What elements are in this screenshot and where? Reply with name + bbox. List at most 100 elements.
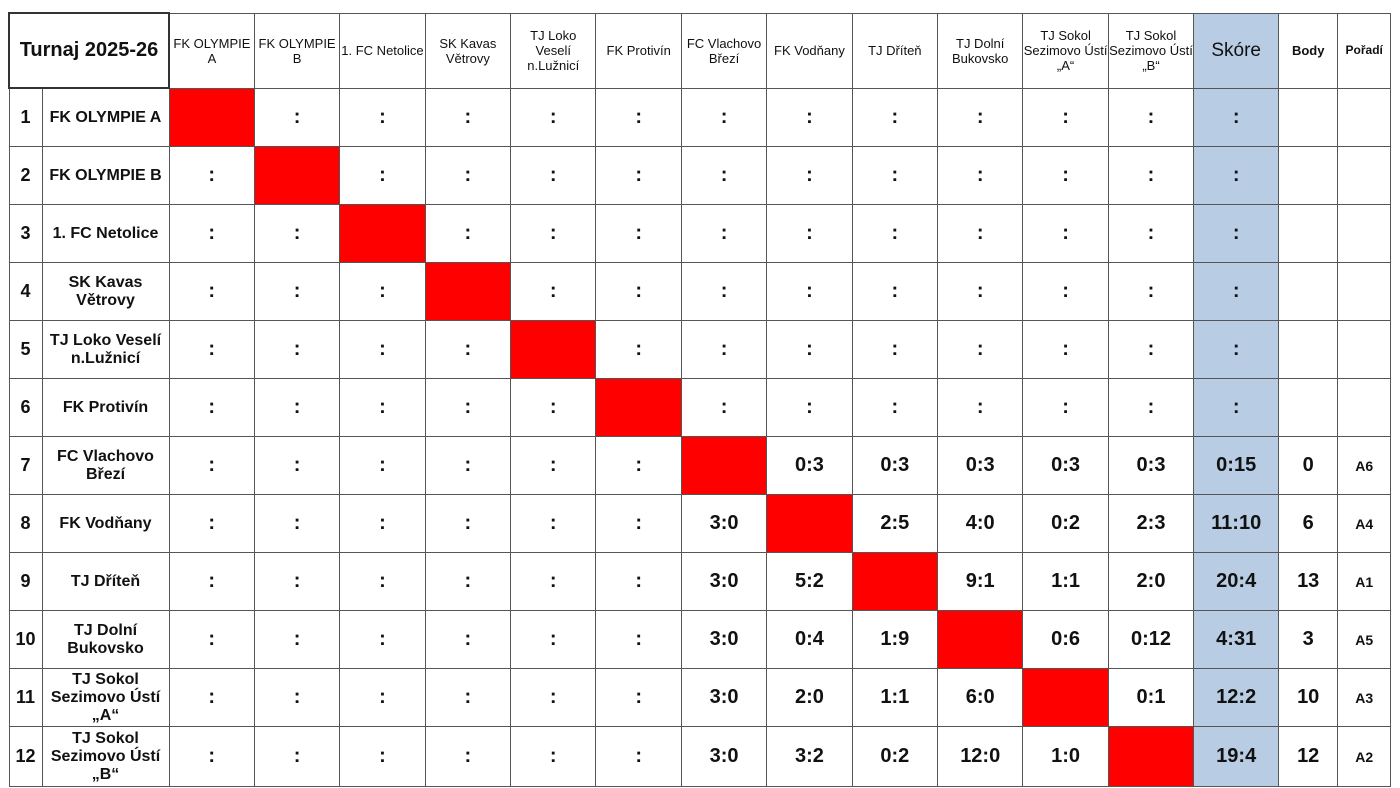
poradi-cell: A2 — [1337, 726, 1392, 787]
table-row: 3 1. FC Netolice:::::::::::: — [8, 204, 1392, 263]
result-cell: : — [937, 204, 1024, 263]
table-row: 10 TJ Dolní Bukovsko::::::3:0 0:4 1:9 0:6 0:1… — [8, 610, 1392, 669]
skore-cell: : — [1193, 320, 1280, 379]
table-row: 1 FK OLYMPIE A:::::::::::: — [8, 87, 1392, 147]
result-cell: : — [168, 204, 255, 263]
table-row: 7 FC Vlachovo Březí::::::0:3 0:3 0:3 0:3 0:3 0… — [8, 436, 1392, 495]
result-cell: : — [680, 204, 768, 263]
team-name: FK OLYMPIE B — [41, 146, 170, 205]
result-cell: 1:9 — [851, 610, 939, 669]
result-cell: : — [339, 262, 426, 321]
result-cell: : — [424, 378, 512, 437]
result-cell: : — [253, 204, 341, 263]
result-cell: : — [595, 552, 682, 611]
result-cell: : — [510, 378, 597, 437]
self-match-cell — [851, 552, 939, 611]
result-cell: : — [595, 87, 682, 147]
result-cell: 3:0 — [680, 494, 768, 553]
row-number: 1 — [8, 87, 43, 147]
result-cell: : — [595, 436, 682, 495]
result-cell: 4:0 — [937, 494, 1024, 553]
result-cell: : — [1022, 146, 1109, 205]
poradi-cell — [1337, 378, 1392, 437]
result-cell: : — [168, 146, 255, 205]
skore-cell: 12:2 — [1193, 668, 1280, 727]
self-match-cell — [168, 87, 255, 147]
result-cell: : — [595, 668, 682, 727]
result-cell: : — [424, 87, 512, 147]
result-cell: : — [1022, 204, 1109, 263]
self-match-cell — [595, 378, 682, 437]
body-cell — [1278, 320, 1339, 379]
self-match-cell — [1107, 726, 1195, 787]
result-cell: : — [766, 262, 853, 321]
result-cell: 3:0 — [680, 552, 768, 611]
team-name: 1. FC Netolice — [41, 204, 170, 263]
result-cell: 0:12 — [1107, 610, 1195, 669]
result-cell: 2:0 — [1107, 552, 1195, 611]
result-cell: : — [851, 320, 939, 379]
result-cell: : — [766, 320, 853, 379]
result-cell: : — [510, 436, 597, 495]
result-cell: : — [253, 378, 341, 437]
result-cell: : — [1107, 378, 1195, 437]
poradi-header: Pořadí — [1337, 12, 1392, 89]
poradi-cell: A1 — [1337, 552, 1392, 611]
result-cell: : — [680, 146, 768, 205]
team-name: TJ Sokol Sezimovo Ústí „A“ — [41, 668, 170, 727]
team-name: TJ Sokol Sezimovo Ústí „B“ — [41, 726, 170, 787]
self-match-cell — [766, 494, 853, 553]
table-row: 5 TJ Loko Veselí n.Lužnicí:::::::::::: — [8, 320, 1392, 379]
result-cell: : — [168, 668, 255, 727]
result-cell: : — [680, 378, 768, 437]
result-cell: 1:1 — [851, 668, 939, 727]
result-cell: : — [510, 668, 597, 727]
result-cell: 0:1 — [1107, 668, 1195, 727]
poradi-cell — [1337, 87, 1392, 147]
body-cell — [1278, 378, 1339, 437]
team-name: FK Vodňany — [41, 494, 170, 553]
result-cell: : — [168, 436, 255, 495]
results-body: 1 FK OLYMPIE A::::::::::::2 FK OLYMPIE B::… — [8, 87, 1392, 787]
result-cell: : — [766, 378, 853, 437]
column-header: FK Vodňany — [766, 12, 853, 89]
body-cell: 6 — [1278, 494, 1339, 553]
result-cell: : — [595, 610, 682, 669]
result-cell: : — [339, 87, 426, 147]
skore-header: Skóre — [1193, 12, 1280, 89]
result-cell: : — [253, 87, 341, 147]
result-cell: : — [424, 552, 512, 611]
result-cell: : — [595, 262, 682, 321]
result-cell: 1:0 — [1022, 726, 1109, 787]
row-number: 6 — [8, 378, 43, 437]
result-cell: : — [510, 494, 597, 553]
result-cell: 3:2 — [766, 726, 853, 787]
result-cell: : — [168, 726, 255, 787]
self-match-cell — [339, 204, 426, 263]
result-cell: : — [851, 146, 939, 205]
row-number: 4 — [8, 262, 43, 321]
team-name: TJ Loko Veselí n.Lužnicí — [41, 320, 170, 379]
row-number: 9 — [8, 552, 43, 611]
table-row: 12 TJ Sokol Sezimovo Ústí „B“::::::3:0 3:2… — [8, 726, 1392, 787]
column-header: TJ Sokol Sezimovo Ústí „A“ — [1022, 12, 1109, 89]
poradi-cell: A4 — [1337, 494, 1392, 553]
poradi-cell: A5 — [1337, 610, 1392, 669]
result-cell: : — [168, 494, 255, 553]
result-cell: 0:2 — [851, 726, 939, 787]
result-cell: : — [424, 204, 512, 263]
body-cell — [1278, 87, 1339, 147]
result-cell: 0:3 — [766, 436, 853, 495]
row-number: 11 — [8, 668, 43, 727]
result-cell: : — [253, 610, 341, 669]
team-name: FK OLYMPIE A — [41, 87, 170, 147]
result-cell: : — [424, 436, 512, 495]
result-cell: : — [595, 204, 682, 263]
result-cell: : — [851, 87, 939, 147]
self-match-cell — [424, 262, 512, 321]
result-cell: : — [339, 668, 426, 727]
body-cell — [1278, 204, 1339, 263]
result-cell: : — [253, 726, 341, 787]
skore-cell: 0:15 — [1193, 436, 1280, 495]
team-name: TJ Dříteň — [41, 552, 170, 611]
